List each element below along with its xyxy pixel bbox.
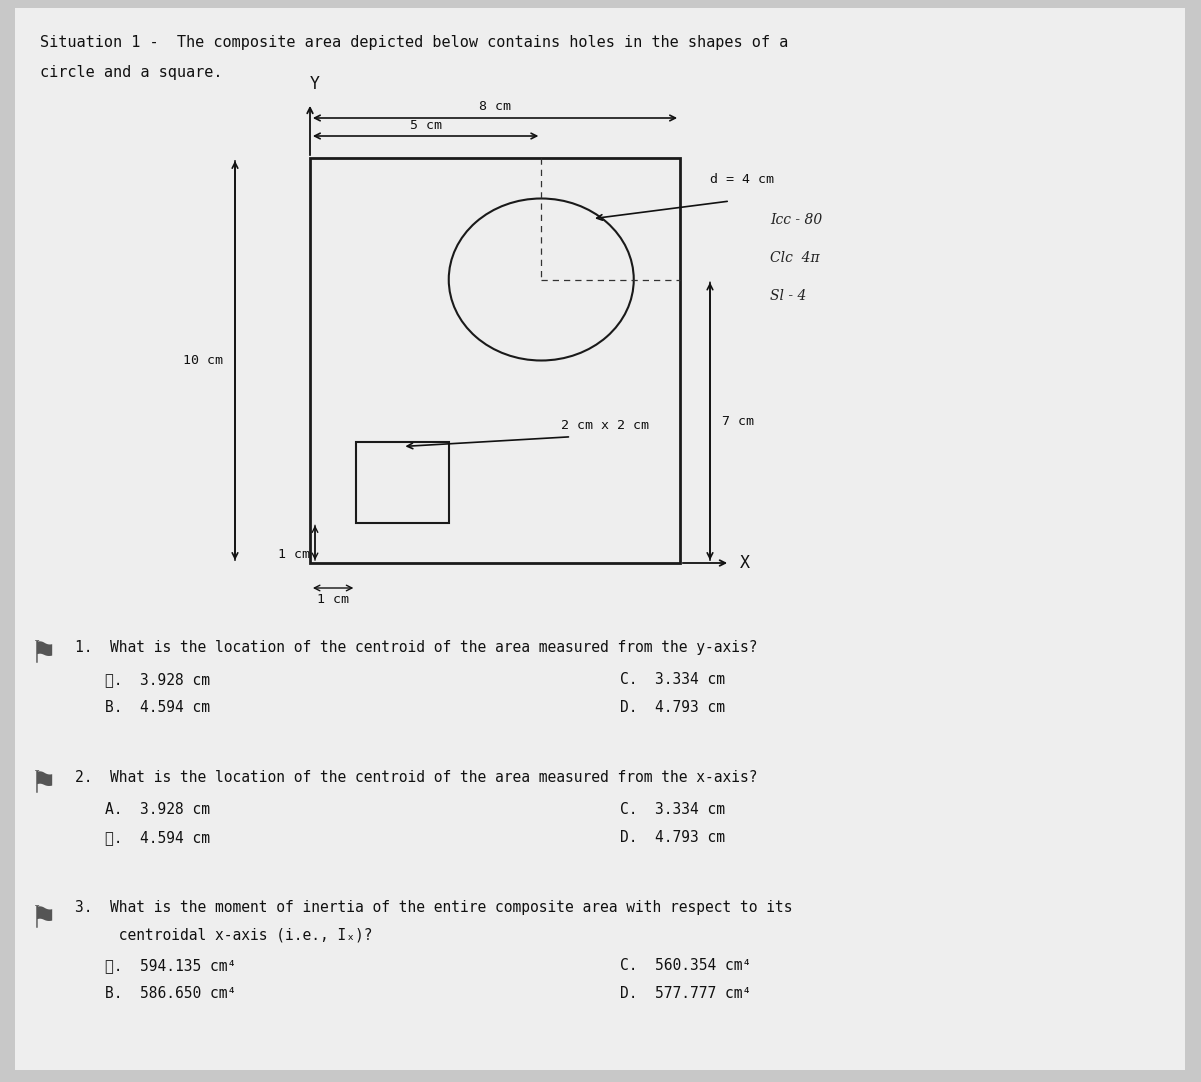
Text: Ⓑ.  4.594 cm: Ⓑ. 4.594 cm xyxy=(104,830,210,845)
Text: 1.  What is the location of the centroid of the area measured from the y-axis?: 1. What is the location of the centroid … xyxy=(74,639,758,655)
Text: ⚑: ⚑ xyxy=(30,770,58,799)
Text: Y: Y xyxy=(310,75,319,93)
Text: Sl - 4: Sl - 4 xyxy=(770,289,806,303)
Text: 8 cm: 8 cm xyxy=(479,100,510,113)
Text: 2 cm x 2 cm: 2 cm x 2 cm xyxy=(561,419,650,432)
Text: 7 cm: 7 cm xyxy=(722,414,754,427)
Text: C.  3.334 cm: C. 3.334 cm xyxy=(620,672,725,687)
Text: B.  586.650 cm⁴: B. 586.650 cm⁴ xyxy=(104,986,237,1001)
Text: ⚑: ⚑ xyxy=(30,639,58,669)
Bar xyxy=(357,441,449,523)
Text: 2.  What is the location of the centroid of the area measured from the x-axis?: 2. What is the location of the centroid … xyxy=(74,770,758,786)
Text: D.  577.777 cm⁴: D. 577.777 cm⁴ xyxy=(620,986,752,1001)
Text: X: X xyxy=(740,554,749,572)
Text: C.  3.334 cm: C. 3.334 cm xyxy=(620,802,725,817)
Text: circle and a square.: circle and a square. xyxy=(40,65,222,80)
Bar xyxy=(310,158,680,563)
Text: C.  560.354 cm⁴: C. 560.354 cm⁴ xyxy=(620,958,752,973)
Text: Clc  4π: Clc 4π xyxy=(770,251,819,265)
Text: 10 cm: 10 cm xyxy=(183,354,223,367)
Text: ⚑: ⚑ xyxy=(30,905,58,934)
Text: B.  4.594 cm: B. 4.594 cm xyxy=(104,700,210,715)
Text: 1 cm: 1 cm xyxy=(277,547,310,560)
Text: 5 cm: 5 cm xyxy=(410,119,442,132)
Text: Icc - 80: Icc - 80 xyxy=(770,213,823,227)
Text: 3.  What is the moment of inertia of the entire composite area with respect to i: 3. What is the moment of inertia of the … xyxy=(74,900,793,915)
Text: centroidal x-axis (i.e., Iₓ)?: centroidal x-axis (i.e., Iₓ)? xyxy=(74,928,372,944)
Text: A.  3.928 cm: A. 3.928 cm xyxy=(104,802,210,817)
Text: D.  4.793 cm: D. 4.793 cm xyxy=(620,700,725,715)
Text: Situation 1 -  The composite area depicted below contains holes in the shapes of: Situation 1 - The composite area depicte… xyxy=(40,35,788,50)
Text: d = 4 cm: d = 4 cm xyxy=(710,173,773,186)
Text: Ⓐ.  3.928 cm: Ⓐ. 3.928 cm xyxy=(104,672,210,687)
Text: Ⓐ.  594.135 cm⁴: Ⓐ. 594.135 cm⁴ xyxy=(104,958,237,973)
Text: 1 cm: 1 cm xyxy=(317,593,349,606)
Text: D.  4.793 cm: D. 4.793 cm xyxy=(620,830,725,845)
